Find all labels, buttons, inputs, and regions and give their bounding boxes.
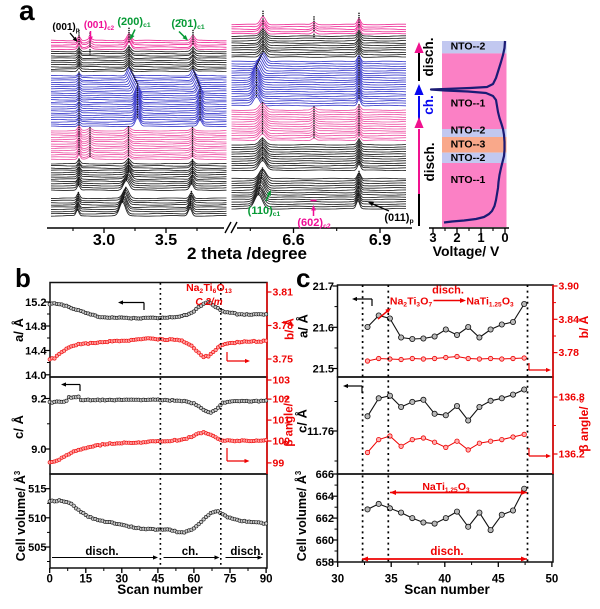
svg-text:3: 3 bbox=[429, 230, 436, 245]
svg-text:136.8: 136.8 bbox=[559, 392, 585, 404]
svg-text:666: 666 bbox=[316, 469, 334, 481]
svg-text:NTO--1: NTO--1 bbox=[451, 174, 486, 186]
svg-text:664: 664 bbox=[316, 491, 335, 503]
svg-text:(110)c1: (110)c1 bbox=[248, 205, 281, 218]
svg-text:14.0: 14.0 bbox=[25, 370, 46, 382]
svg-text:disch.: disch. bbox=[85, 546, 118, 558]
svg-text:75: 75 bbox=[224, 574, 237, 586]
svg-text:11.76: 11.76 bbox=[307, 426, 334, 438]
svg-text:NTO--2: NTO--2 bbox=[451, 152, 486, 164]
svg-text:99: 99 bbox=[273, 457, 285, 469]
svg-text:660: 660 bbox=[316, 535, 334, 547]
svg-text:β angle/ °: β angle/ ° bbox=[577, 398, 591, 452]
svg-text:a: a bbox=[19, 0, 35, 26]
svg-text:101: 101 bbox=[273, 415, 291, 427]
svg-text:NaTi1.25 O3: NaTi1.25 O3 bbox=[422, 481, 470, 494]
svg-text:ch.: ch. bbox=[182, 546, 199, 558]
svg-text:3.90: 3.90 bbox=[559, 281, 580, 293]
svg-text:(001)p: (001)p bbox=[52, 22, 79, 34]
svg-text:662: 662 bbox=[316, 513, 334, 525]
svg-text:3.0: 3.0 bbox=[93, 232, 115, 249]
svg-text:9.2: 9.2 bbox=[31, 394, 46, 406]
svg-text:0: 0 bbox=[501, 230, 508, 245]
svg-text:9.0: 9.0 bbox=[31, 444, 46, 456]
svg-text:2 theta /degree: 2 theta /degree bbox=[187, 244, 307, 263]
svg-text:NTO--2: NTO--2 bbox=[451, 125, 486, 137]
svg-text:(602)c2: (602)c2 bbox=[297, 217, 330, 230]
svg-text:6.6: 6.6 bbox=[282, 232, 304, 249]
svg-text:Voltage/ V: Voltage/ V bbox=[433, 243, 500, 259]
svg-text:6.9: 6.9 bbox=[369, 232, 391, 249]
svg-text:0: 0 bbox=[46, 574, 52, 586]
svg-text:Na2 Ti3 O7: Na2 Ti3 O7 bbox=[390, 296, 433, 309]
svg-text:14.4: 14.4 bbox=[25, 346, 47, 358]
svg-text:Scan number: Scan number bbox=[117, 582, 203, 597]
svg-text:b: b bbox=[15, 263, 31, 293]
svg-text:C 2/m: C 2/m bbox=[195, 297, 222, 308]
svg-text:c/ Å: c/ Å bbox=[295, 408, 310, 432]
svg-text:disch.: disch. bbox=[230, 546, 263, 558]
svg-text:2: 2 bbox=[453, 230, 460, 245]
svg-text:50: 50 bbox=[546, 574, 559, 586]
svg-text:30: 30 bbox=[115, 574, 128, 586]
svg-text:NaTi1.25 O3: NaTi1.25 O3 bbox=[466, 296, 514, 309]
svg-text:30: 30 bbox=[331, 574, 344, 586]
svg-text:b/ Å: b/ Å bbox=[284, 318, 297, 340]
svg-text:disch.: disch. bbox=[421, 37, 436, 76]
svg-text:3.75: 3.75 bbox=[273, 354, 294, 366]
svg-text:3.81: 3.81 bbox=[273, 287, 294, 299]
svg-text:21.7: 21.7 bbox=[313, 281, 334, 293]
svg-text:3.78: 3.78 bbox=[559, 347, 580, 359]
svg-text:102: 102 bbox=[273, 394, 291, 406]
svg-text:ch.: ch. bbox=[421, 95, 436, 115]
svg-text:103: 103 bbox=[273, 375, 291, 387]
svg-text:510: 510 bbox=[28, 513, 46, 525]
svg-text:21.6: 21.6 bbox=[313, 322, 334, 334]
svg-text:60: 60 bbox=[188, 574, 201, 586]
svg-text:a/ Å: a/ Å bbox=[11, 317, 26, 341]
svg-text:45: 45 bbox=[492, 574, 505, 586]
svg-text:1: 1 bbox=[477, 230, 484, 245]
svg-text:NTO--1: NTO--1 bbox=[451, 98, 486, 110]
svg-text:100: 100 bbox=[273, 436, 291, 448]
svg-text:a/ Å: a/ Å bbox=[296, 313, 311, 337]
svg-text:NTO--3: NTO--3 bbox=[451, 139, 486, 151]
svg-text:c/ Å: c/ Å bbox=[11, 414, 26, 438]
svg-text:3.5: 3.5 bbox=[155, 232, 177, 249]
svg-text:90: 90 bbox=[260, 574, 273, 586]
svg-text:15: 15 bbox=[79, 574, 92, 586]
svg-text:45: 45 bbox=[152, 574, 165, 586]
svg-text:β angle/ °: β angle/ ° bbox=[284, 395, 296, 447]
svg-text:Na2 Ti6 O13: Na2 Ti6 O13 bbox=[186, 282, 232, 295]
svg-text:3.84: 3.84 bbox=[559, 314, 580, 326]
svg-text:c: c bbox=[296, 263, 310, 293]
svg-text:3.78: 3.78 bbox=[273, 320, 294, 332]
svg-text:15.2: 15.2 bbox=[25, 297, 46, 309]
svg-text:35: 35 bbox=[385, 574, 398, 586]
svg-text:(011)p: (011)p bbox=[384, 212, 413, 225]
svg-text:Scan number: Scan number bbox=[404, 582, 490, 597]
svg-text:505: 505 bbox=[28, 542, 46, 554]
svg-text:disch.: disch. bbox=[430, 546, 463, 558]
svg-text:(2̄01)c1: (2̄01)c1 bbox=[171, 18, 204, 31]
svg-text:515: 515 bbox=[28, 484, 46, 496]
svg-text:(200)c1: (200)c1 bbox=[117, 16, 150, 29]
svg-text:b/ Å: b/ Å bbox=[576, 315, 591, 338]
svg-text:Cell volume/ Å3: Cell volume/ Å3 bbox=[294, 470, 309, 561]
svg-text:disch.: disch. bbox=[422, 142, 437, 181]
svg-text:21.5: 21.5 bbox=[313, 364, 334, 376]
svg-text:14.8: 14.8 bbox=[25, 321, 46, 333]
svg-text:136.2: 136.2 bbox=[559, 449, 585, 461]
svg-text:658: 658 bbox=[316, 557, 334, 569]
svg-text:disch.: disch. bbox=[432, 285, 464, 297]
svg-text:Cell volume/ Å3: Cell volume/ Å3 bbox=[13, 470, 28, 561]
svg-text:NTO--2: NTO--2 bbox=[451, 41, 486, 53]
svg-text:(001)c2: (001)c2 bbox=[84, 20, 115, 32]
svg-text:40: 40 bbox=[438, 574, 451, 586]
